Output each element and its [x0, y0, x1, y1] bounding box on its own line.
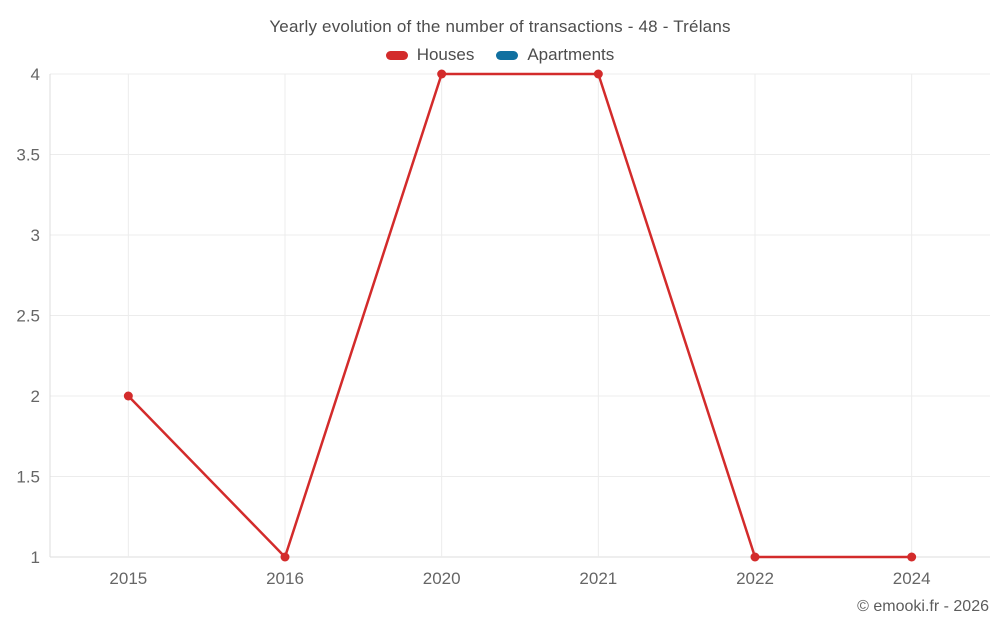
x-tick-label: 2024 — [893, 569, 931, 588]
y-tick-label: 1 — [31, 548, 40, 567]
y-tick-label: 3.5 — [16, 146, 40, 165]
x-tick-label: 2020 — [423, 569, 461, 588]
chart-title: Yearly evolution of the number of transa… — [269, 17, 731, 36]
x-tick-label: 2016 — [266, 569, 304, 588]
x-tick-label: 2021 — [579, 569, 617, 588]
data-point-houses-2015[interactable] — [123, 391, 133, 401]
y-tick-label: 2 — [31, 387, 40, 406]
y-tick-label: 1.5 — [16, 468, 40, 487]
data-point-houses-2024[interactable] — [907, 552, 917, 562]
x-tick-label: 2015 — [109, 569, 147, 588]
data-point-houses-2021[interactable] — [593, 69, 603, 79]
data-point-houses-2016[interactable] — [280, 552, 290, 562]
apartments-swatch-icon — [496, 50, 519, 60]
data-point-houses-2022[interactable] — [750, 552, 760, 562]
x-tick-label: 2022 — [736, 569, 774, 588]
legend-label-houses: Houses — [416, 45, 475, 64]
houses-swatch-icon — [385, 50, 408, 60]
y-tick-label: 4 — [31, 65, 40, 84]
data-point-houses-2020[interactable] — [437, 69, 447, 79]
y-tick-label: 3 — [31, 226, 40, 245]
legend-label-apartments: Apartments — [527, 45, 615, 64]
legend-item-houses[interactable]: Houses — [385, 45, 475, 65]
copyright-text: © emooki.fr - 2026 — [857, 598, 989, 615]
series-line-houses — [127, 72, 913, 559]
y-tick-label: 2.5 — [16, 307, 40, 326]
chart-legend: Houses Apartments — [0, 45, 1000, 65]
legend-item-apartments[interactable]: Apartments — [496, 45, 614, 65]
